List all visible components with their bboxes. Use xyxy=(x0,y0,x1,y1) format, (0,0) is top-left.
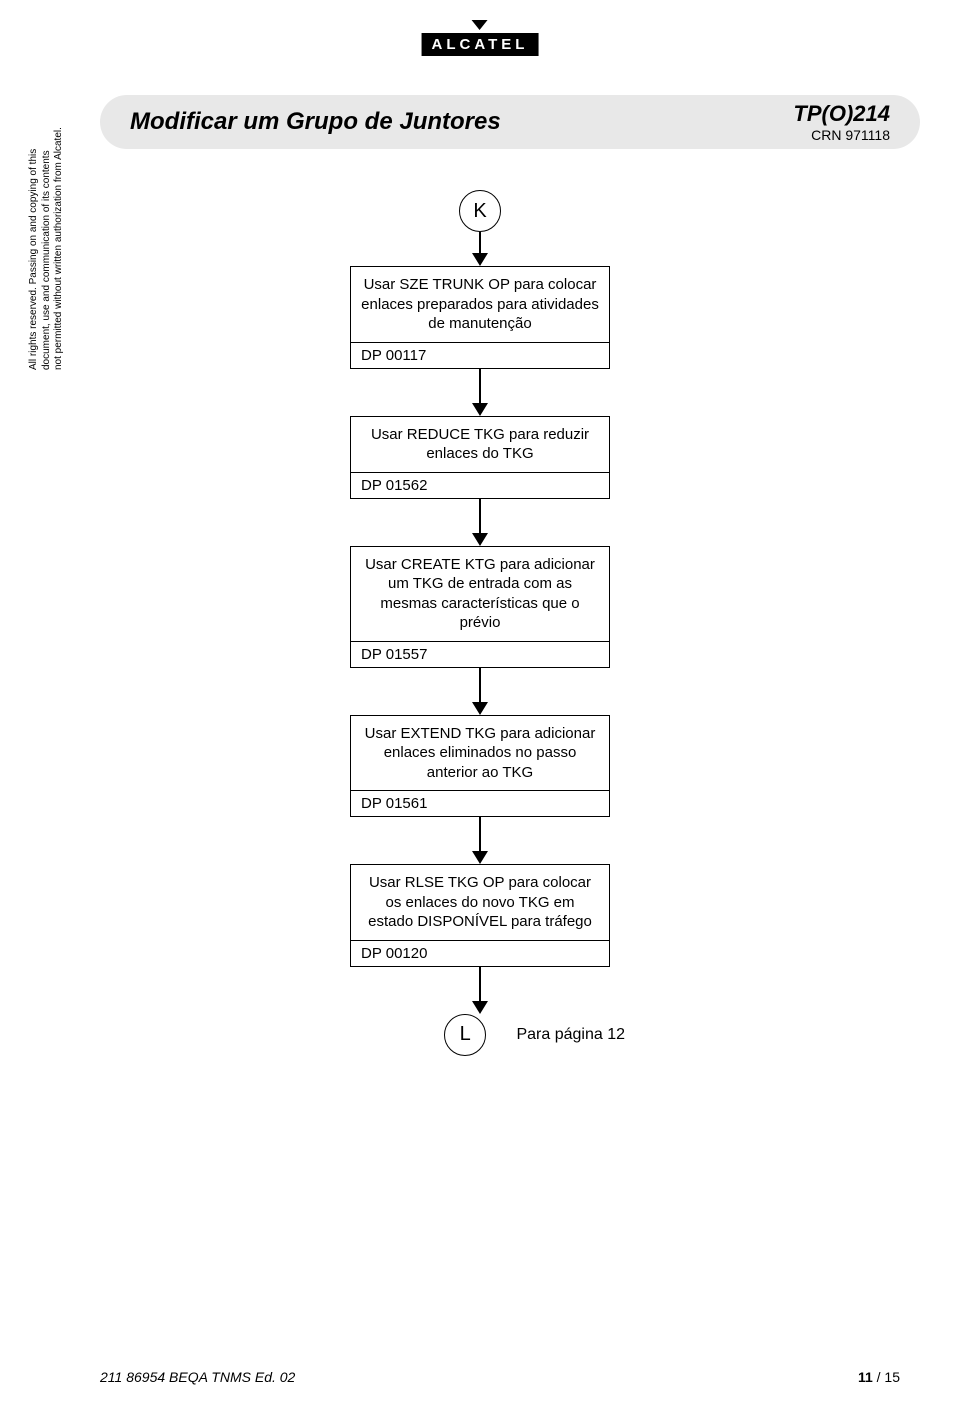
footer: 211 86954 BEQA TNMS Ed. 02 11 / 15 xyxy=(100,1369,900,1385)
connector xyxy=(479,817,481,852)
step-text: Usar EXTEND TKG para adicionar enlaces e… xyxy=(351,716,609,791)
step-ref: DP 01562 xyxy=(351,472,609,498)
step-ref: DP 01561 xyxy=(351,790,609,816)
connector xyxy=(479,232,481,254)
end-note: Para página 12 xyxy=(516,1026,625,1044)
page-current: 11 xyxy=(858,1369,873,1385)
flowchart: K Usar SZE TRUNK OP para colocar enlaces… xyxy=(335,190,625,1056)
logo-text: ALCATEL xyxy=(422,33,539,56)
start-node: K xyxy=(459,190,501,232)
connector xyxy=(479,499,481,534)
flow-step: Usar SZE TRUNK OP para colocar enlaces p… xyxy=(350,266,610,369)
page-title: Modificar um Grupo de Juntores xyxy=(130,108,501,136)
end-node: L xyxy=(444,1014,486,1056)
step-text: Usar CREATE KTG para adicionar um TKG de… xyxy=(351,547,609,641)
start-label: K xyxy=(473,200,486,223)
flow-step: Usar REDUCE TKG para reduzir enlaces do … xyxy=(350,416,610,499)
tp-code: TP(O)214 xyxy=(793,101,890,127)
connector xyxy=(479,967,481,1002)
flow-step: Usar CREATE KTG para adicionar um TKG de… xyxy=(350,546,610,668)
footer-doc-code: 211 86954 BEQA TNMS Ed. 02 xyxy=(100,1369,295,1385)
arrow-icon xyxy=(473,852,487,864)
end-label: L xyxy=(460,1023,471,1046)
step-ref: DP 00117 xyxy=(351,342,609,368)
title-band: Modificar um Grupo de Juntores TP(O)214 … xyxy=(100,95,920,149)
arrow-icon xyxy=(473,404,487,416)
page-sep: / xyxy=(873,1369,885,1385)
flow-step: Usar RLSE TKG OP para colocar os enlaces… xyxy=(350,864,610,967)
copyright-line3: not permitted without written authorizat… xyxy=(53,127,64,370)
crn-code: CRN 971118 xyxy=(793,127,890,143)
end-row: L Para página 12 xyxy=(444,1014,625,1056)
step-text: Usar SZE TRUNK OP para colocar enlaces p… xyxy=(351,267,609,342)
connector xyxy=(479,369,481,404)
flow-step: Usar EXTEND TKG para adicionar enlaces e… xyxy=(350,715,610,818)
arrow-icon xyxy=(473,1002,487,1014)
logo-triangle-icon xyxy=(472,20,488,30)
footer-page: 11 / 15 xyxy=(858,1369,900,1385)
page-total: 15 xyxy=(884,1369,900,1385)
step-ref: DP 01557 xyxy=(351,641,609,667)
arrow-icon xyxy=(473,703,487,715)
arrow-icon xyxy=(473,534,487,546)
copyright-line2: document, use and communication of its c… xyxy=(41,150,52,370)
step-ref: DP 00120 xyxy=(351,940,609,966)
copyright-line1: All rights reserved. Passing on and copy… xyxy=(28,149,39,370)
step-text: Usar RLSE TKG OP para colocar os enlaces… xyxy=(351,865,609,940)
connector xyxy=(479,668,481,703)
title-codes: TP(O)214 CRN 971118 xyxy=(793,101,890,143)
arrow-icon xyxy=(473,254,487,266)
copyright-note: All rights reserved. Passing on and copy… xyxy=(28,127,66,370)
brand-logo: ALCATEL xyxy=(422,20,539,56)
step-text: Usar REDUCE TKG para reduzir enlaces do … xyxy=(351,417,609,472)
